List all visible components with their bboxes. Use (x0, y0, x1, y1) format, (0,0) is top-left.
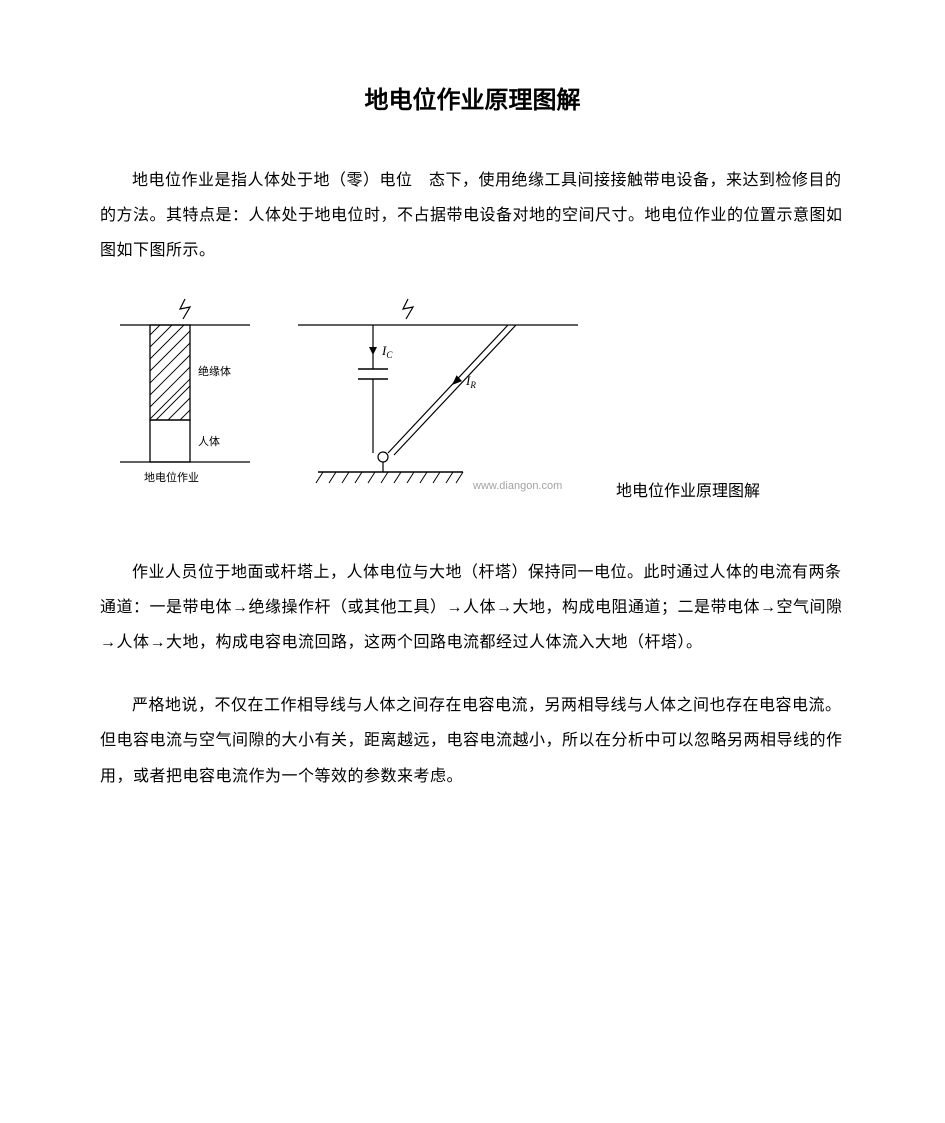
figure-caption: 地电位作业原理图解 (616, 477, 760, 507)
figure-left: 绝缘体 人体 地电位作业 (110, 297, 260, 507)
ic-label: IC (381, 343, 393, 360)
left-caption: 地电位作业 (144, 470, 199, 484)
paragraph-2: 作业人员位于地面或杆塔上，人体电位与大地（杆塔）保持同一电位。此时通过人体的电流… (100, 555, 845, 661)
body-label: 人体 (198, 434, 220, 448)
insulator-label: 绝缘体 (198, 364, 231, 378)
figure-block: 绝缘体 人体 地电位作业 IC (110, 297, 845, 507)
figure-watermark: www.diangon.com (472, 480, 562, 492)
paragraph-3: 严格地说，不仅在工作相导线与人体之间存在电容电流，另两相导线与人体之间也存在电容… (100, 688, 845, 794)
figure-right: IC IR (288, 297, 588, 507)
document-title: 地电位作业原理图解 (100, 80, 845, 115)
ir-label: IR (465, 373, 476, 390)
paragraph-1: 地电位作业是指人体处于地（零）电位 态下，使用绝缘工具间接接触带电设备，来达到检… (100, 163, 845, 269)
